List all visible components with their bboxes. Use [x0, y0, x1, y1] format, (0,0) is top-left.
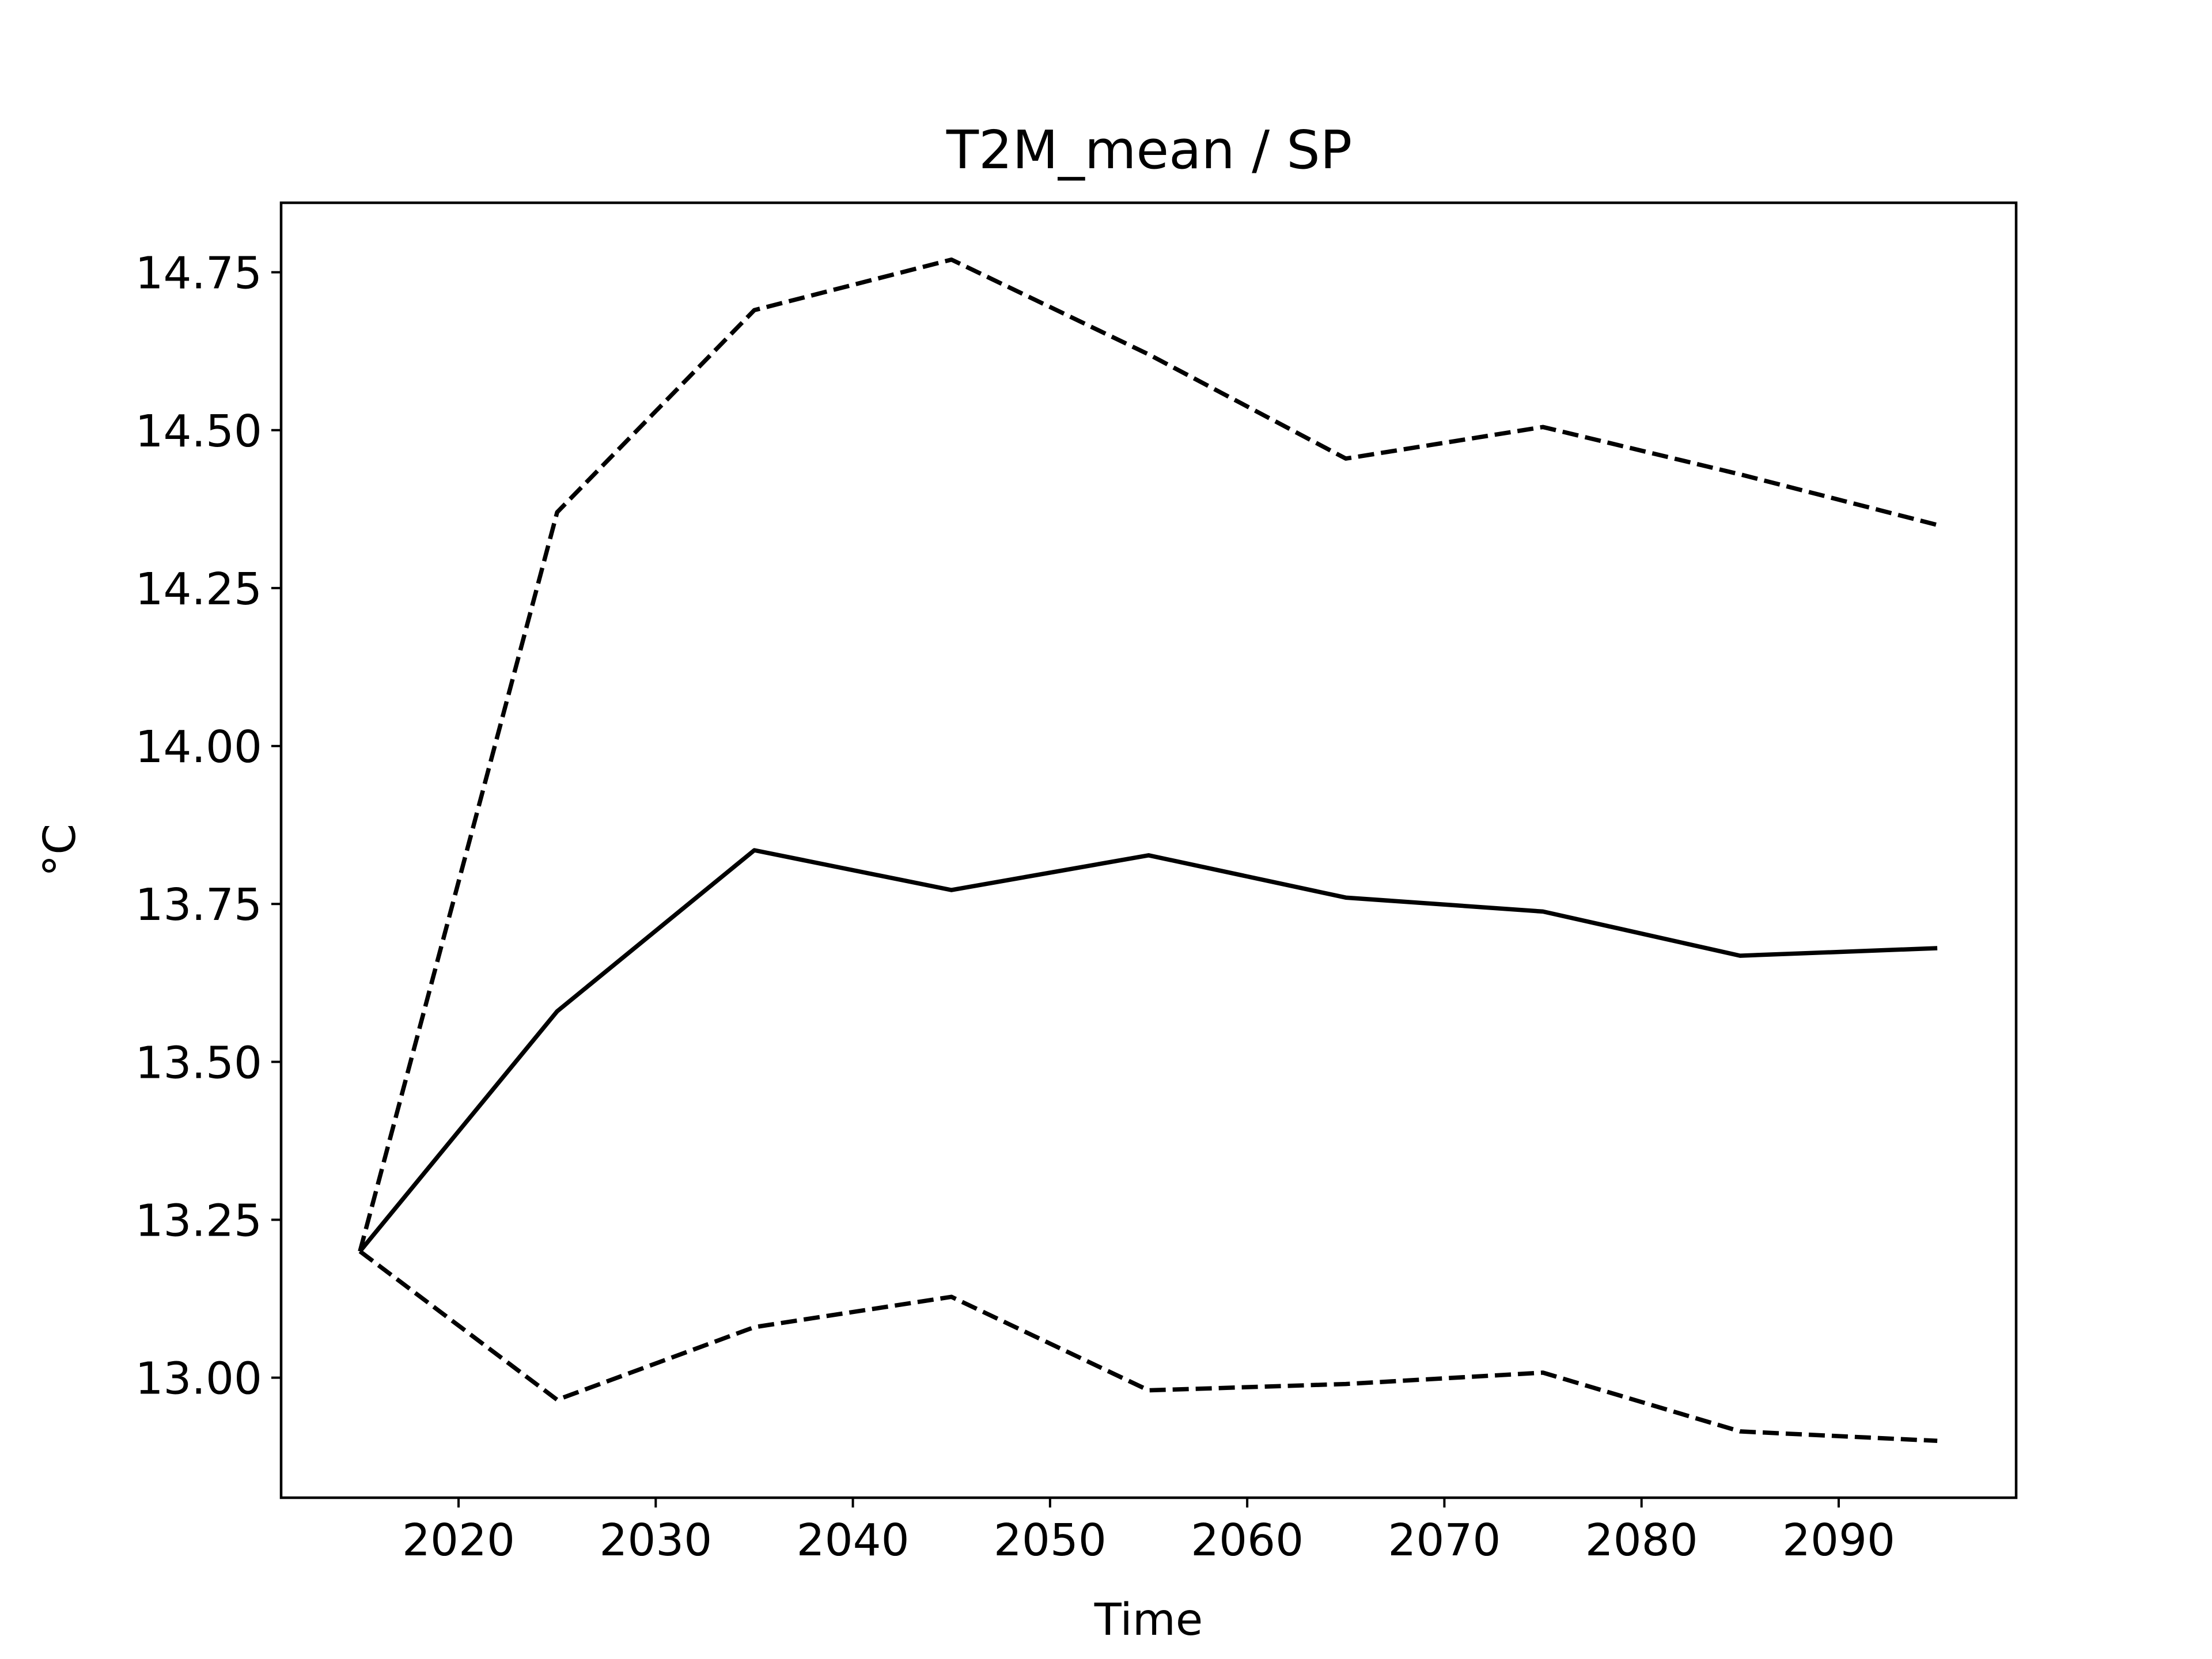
y-axis-label: °C [35, 824, 86, 877]
y-tick-label: 13.00 [135, 1354, 262, 1405]
x-tick-label: 2070 [1388, 1515, 1501, 1566]
y-axis: 13.00 13.25 13.50 13.75 14.00 14.25 14.50 14.75 [135, 248, 281, 1405]
x-tick-label: 2080 [1585, 1515, 1698, 1566]
x-tick-label: 2020 [402, 1515, 515, 1566]
y-tick-label: 14.00 [135, 722, 262, 773]
plot-frame [279, 201, 2018, 1499]
y-tick-label: 13.75 [135, 880, 262, 931]
x-tick-label: 2030 [599, 1515, 712, 1566]
series-layer [358, 257, 1938, 1444]
series-line-1-dashed [358, 257, 1938, 1252]
x-axis-label: Time [1094, 1594, 1203, 1646]
y-tick-label: 14.75 [135, 248, 262, 300]
x-tick-label: 2040 [797, 1515, 910, 1566]
x-tick-label: 2090 [1782, 1515, 1895, 1566]
x-tick-label: 2060 [1191, 1515, 1304, 1566]
y-tick-label: 13.50 [135, 1037, 262, 1089]
y-tick-label: 14.25 [135, 564, 262, 615]
chart-title: T2M_mean / SP [946, 119, 1352, 181]
y-tick-label: 13.25 [135, 1196, 262, 1247]
y-tick-label: 14.50 [135, 406, 262, 457]
series-line-3-dashed [358, 1249, 1938, 1444]
x-axis: 2020 2030 2040 2050 2060 2070 2080 2090 [402, 1498, 1895, 1566]
x-tick-label: 2050 [994, 1515, 1107, 1566]
series-line-2-solid [358, 848, 1938, 1253]
